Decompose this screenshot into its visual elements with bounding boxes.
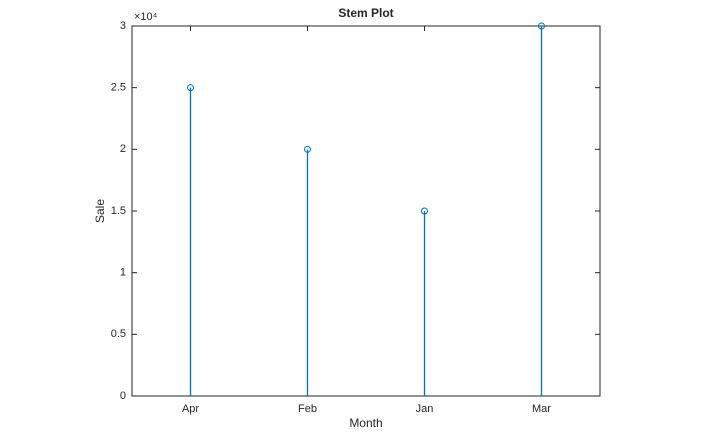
- axes-box: [131, 25, 601, 397]
- x-tick-label: Jan: [416, 403, 434, 415]
- y-tick-label: 1: [120, 267, 126, 279]
- x-tick-label: Feb: [298, 403, 317, 415]
- y-exponent-label: ×10⁴: [134, 11, 158, 23]
- y-tick-label: 3: [120, 20, 126, 32]
- stem-marker: [187, 84, 194, 92]
- x-axis-label: Month: [349, 416, 382, 430]
- x-tick-label: Mar: [532, 403, 551, 415]
- y-tick-label: 1.5: [111, 205, 126, 217]
- y-tick-label: 2: [120, 143, 126, 155]
- stem-marker: [304, 145, 311, 153]
- chart-title: Stem Plot: [338, 6, 393, 20]
- stem-marker: [421, 207, 428, 215]
- y-tick-label: 2.5: [111, 82, 126, 94]
- y-axis-label: Sale: [93, 199, 107, 223]
- y-tick-label: 0.5: [111, 328, 126, 340]
- y-tick-label: 0: [120, 390, 126, 402]
- stem-marker: [538, 22, 545, 30]
- x-tick-label: Apr: [182, 403, 199, 415]
